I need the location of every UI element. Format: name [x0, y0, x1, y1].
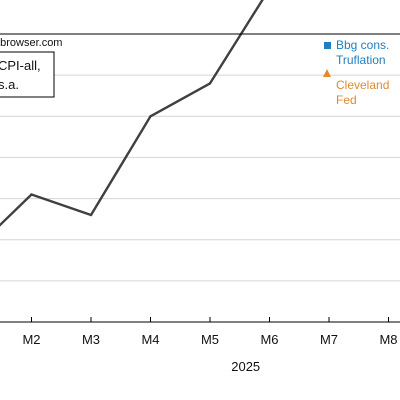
legend-triangle-marker-icon — [323, 69, 331, 77]
cpi-data-point — [208, 82, 212, 85]
x-tick-label: M6 — [260, 332, 278, 347]
x-axis-year-label: 2025 — [231, 359, 260, 374]
x-tick-label: M4 — [141, 332, 159, 347]
cpi-data-point — [149, 115, 152, 118]
x-tick-label: M5 — [201, 332, 219, 347]
legend-label-cleveland-line1: Cleveland — [336, 78, 389, 92]
data-layer — [0, 0, 264, 227]
x-tick-label: M2 — [22, 332, 40, 347]
cpi-series-line — [0, 0, 264, 227]
x-tick-label: M3 — [82, 332, 100, 347]
annotation-line-2: s.a. — [0, 77, 19, 92]
legend: Bbg cons. Truflation Cleveland Fed — [323, 38, 389, 107]
source-note: abrowser.com — [0, 37, 62, 49]
annotation-line-1: CPI-all, — [0, 58, 41, 73]
annotation-box: CPI-all, s.a. — [0, 51, 55, 98]
plot-frame — [0, 33, 400, 323]
legend-label-cleveland-line2: Fed — [336, 93, 357, 107]
legend-label-bbg-line1: Bbg cons. — [336, 38, 389, 52]
x-axis-tick-labels: M2 M3 M4 M5 M6 M7 M8 — [22, 332, 397, 347]
x-tick-label: M8 — [379, 332, 397, 347]
x-axis-ticks — [31, 317, 389, 322]
x-tick-label: M7 — [320, 332, 338, 347]
legend-square-marker-icon — [324, 42, 331, 49]
cpi-data-point — [89, 213, 93, 217]
annotation-box-frame — [0, 51, 55, 98]
legend-label-bbg-line2: Truflation — [336, 53, 386, 67]
cpi-data-point — [30, 193, 33, 196]
